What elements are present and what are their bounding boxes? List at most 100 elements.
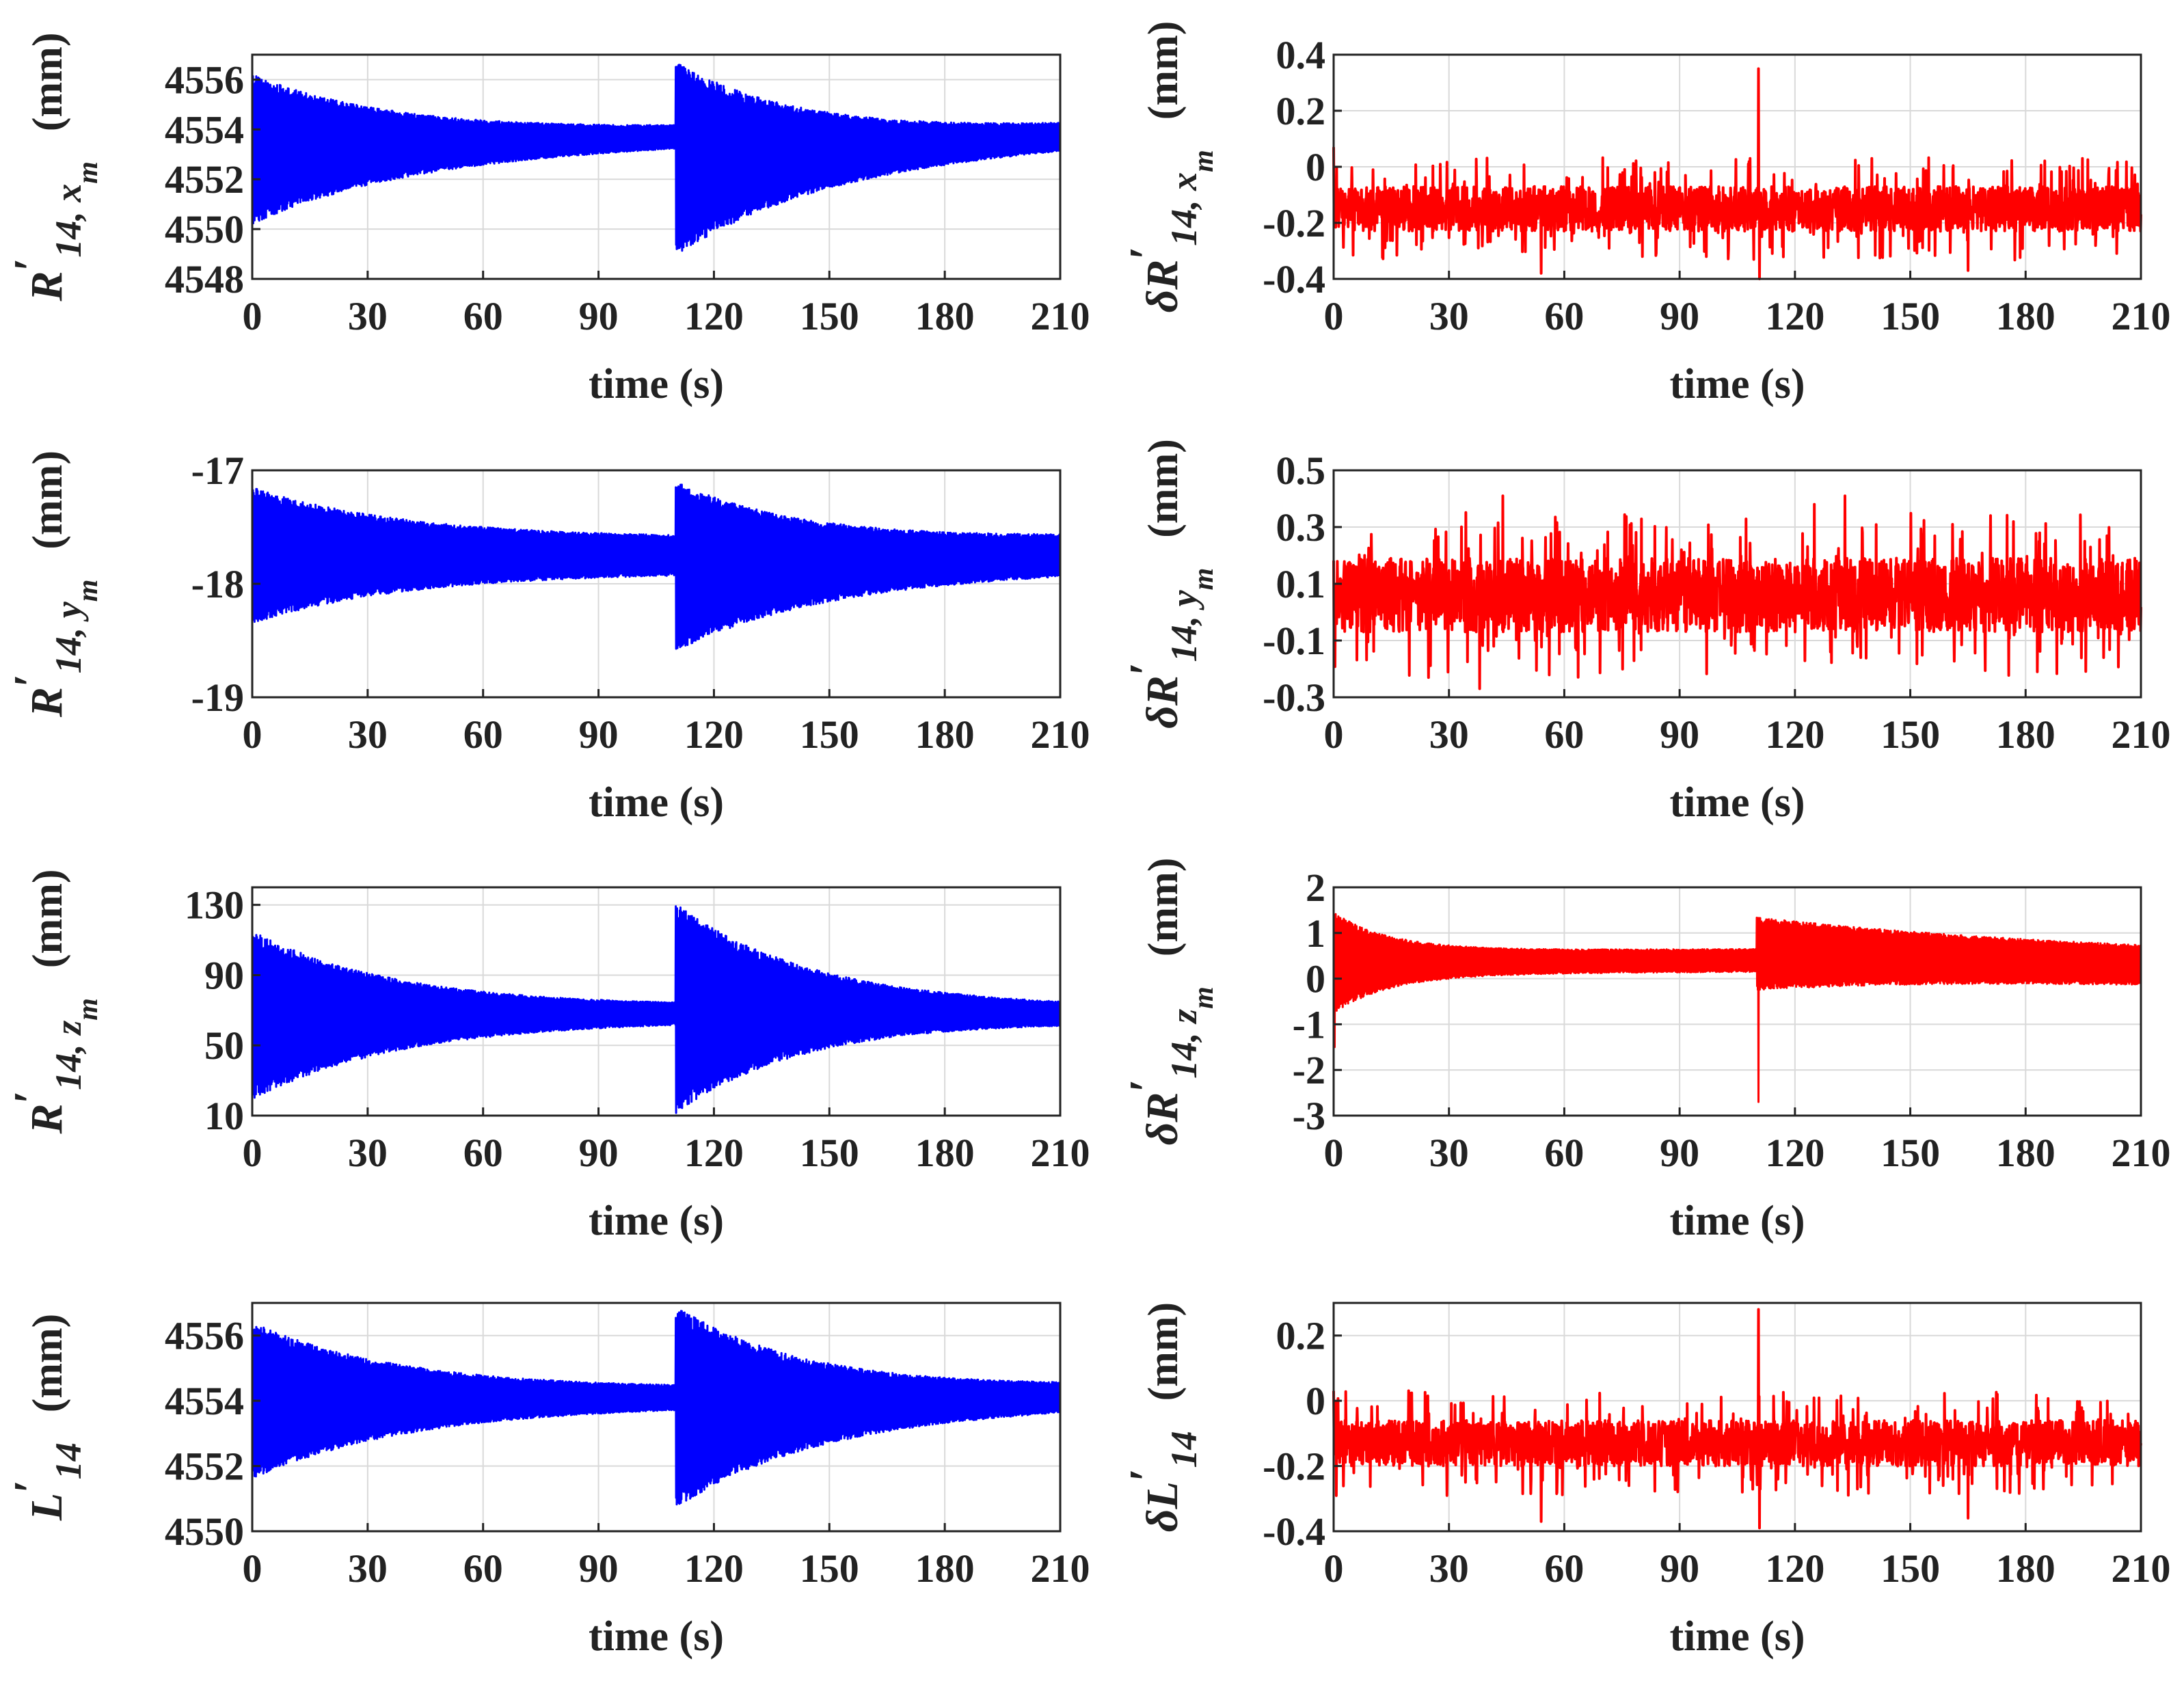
x-tick-label: 30 <box>1429 712 1469 757</box>
y-label-unit: (mm) <box>25 870 71 969</box>
y-label-unit: (mm) <box>25 1314 71 1413</box>
x-tick-label: 180 <box>915 712 975 757</box>
y-axis-label: δR′14, ym (mm) <box>1120 439 1219 729</box>
x-tick-label: 120 <box>1765 1131 1824 1175</box>
y-tick-label: 0.1 <box>1276 562 1326 606</box>
y-tick-label: 4554 <box>165 1379 244 1423</box>
x-tick-label: 150 <box>1880 1546 1940 1591</box>
y-tick-label: -18 <box>191 562 244 606</box>
x-tick-label: 0 <box>1324 712 1344 757</box>
y-label-sub: 14, y <box>1163 589 1204 662</box>
x-tick-label: 30 <box>1429 1131 1469 1175</box>
y-axis-label: L′14 (mm) <box>5 1314 89 1522</box>
y-label-main: δL <box>1137 1481 1187 1532</box>
y-tick-label: 4548 <box>165 257 244 301</box>
x-tick-label: 60 <box>463 1546 503 1591</box>
y-tick-label: -1 <box>1293 1002 1325 1047</box>
y-tick-label: 4556 <box>165 57 244 102</box>
x-tick-label: 90 <box>579 294 619 338</box>
x-axis-label: time (s) <box>589 361 724 407</box>
x-tick-label: 210 <box>1031 1131 1090 1175</box>
series-line <box>251 1310 1062 1506</box>
y-tick-label: -0.3 <box>1263 675 1325 720</box>
y-axis-label: R′14, zm (mm) <box>5 870 104 1135</box>
y-label-prime: ′ <box>5 1479 57 1493</box>
y-tick-label: 130 <box>185 883 244 928</box>
x-tick-label: 60 <box>1544 712 1584 757</box>
y-label-subsub: m <box>72 580 104 602</box>
y-label-unit: (mm) <box>1140 858 1187 957</box>
x-tick-label: 150 <box>800 1131 859 1175</box>
y-label-main: δR <box>1137 675 1187 729</box>
x-axis-label: time (s) <box>589 779 724 826</box>
x-tick-label: 30 <box>348 294 388 338</box>
y-label-unit: (mm) <box>1140 439 1187 538</box>
series-line <box>1332 494 2142 690</box>
x-tick-label: 180 <box>1996 712 2055 757</box>
panel-drx: 0 30 60 90 120 150 180 210 -0.4 -0.2 0 0.2 0.4 time (… <box>1120 21 2171 407</box>
x-tick-label: 150 <box>1880 294 1940 338</box>
x-tick-label: 120 <box>684 294 744 338</box>
series-line <box>1332 67 2142 280</box>
x-tick-label: 120 <box>1765 294 1824 338</box>
y-label-sub: 14, z <box>1163 1009 1204 1079</box>
x-tick-label: 210 <box>1031 1546 1090 1591</box>
y-label-unit: (mm) <box>25 33 71 132</box>
y-label-prime: ′ <box>1120 246 1173 260</box>
y-axis-label: δR′14, xm (mm) <box>1120 21 1219 313</box>
panel-dl: 0 30 60 90 120 150 180 210 -0.4 -0.2 0 0.2 time (s) δ… <box>1120 1302 2171 1660</box>
x-tick-label: 90 <box>579 712 619 757</box>
y-tick-label: 4554 <box>165 107 244 152</box>
x-tick-label: 180 <box>1996 1546 2055 1591</box>
y-tick-label: 0 <box>1306 1379 1325 1423</box>
x-tick-label: 210 <box>2112 712 2171 757</box>
y-label-prime: ′ <box>1120 662 1173 675</box>
x-axis-label: time (s) <box>1670 361 1805 407</box>
y-label-subsub: m <box>1188 150 1219 172</box>
x-tick-label: 60 <box>463 294 503 338</box>
x-tick-label: 90 <box>1660 712 1699 757</box>
x-tick-label: 90 <box>1660 1131 1699 1175</box>
x-tick-label: 120 <box>1765 712 1824 757</box>
y-label-main: δR <box>1137 1092 1187 1146</box>
x-tick-label: 120 <box>1765 1546 1824 1591</box>
y-tick-label: 0 <box>1306 957 1325 1001</box>
x-tick-label: 150 <box>1880 712 1940 757</box>
x-axis-label: time (s) <box>589 1198 724 1244</box>
grid-lines <box>1333 887 2142 1116</box>
series-line <box>251 64 1062 252</box>
y-label-prime: ′ <box>1120 1079 1173 1092</box>
y-tick-label: 4552 <box>165 1444 244 1489</box>
axes-frame <box>1332 886 2142 1117</box>
axes-frame <box>1332 1302 2142 1533</box>
x-axis-label: time (s) <box>1670 779 1805 826</box>
x-tick-label: 180 <box>915 1546 975 1591</box>
y-tick-label: 90 <box>204 953 244 997</box>
y-tick-label: -0.4 <box>1263 1509 1325 1554</box>
y-axis-label: R′14, ym (mm) <box>5 450 104 718</box>
y-tick-label: -0.4 <box>1263 257 1325 301</box>
y-tick-label: 0.4 <box>1276 33 1326 77</box>
y-tick-label: 4550 <box>165 1509 244 1554</box>
y-label-unit: (mm) <box>1140 21 1187 120</box>
x-tick-label: 0 <box>1324 1131 1344 1175</box>
y-label-sub: 14, y <box>48 601 89 673</box>
x-tick-label: 0 <box>243 1131 262 1175</box>
y-tick-label: 4556 <box>165 1314 244 1358</box>
y-label-sub: 14, x <box>1163 172 1204 246</box>
y-label-main: R <box>22 271 72 301</box>
series-line <box>1332 1308 2142 1530</box>
y-label-sub: 14, x <box>48 184 89 258</box>
y-label-main: δR <box>1137 260 1187 313</box>
panel-rx: 0 30 60 90 120 150 180 210 4548 4550 4552 4554 4556 t… <box>5 33 1090 407</box>
y-tick-label: 0.2 <box>1276 89 1326 133</box>
y-label-prime: ′ <box>5 258 57 271</box>
y-label-prime: ′ <box>5 1090 57 1104</box>
axes-frame <box>251 1302 1062 1533</box>
y-axis-label: δL′14 (mm) <box>1120 1302 1204 1532</box>
x-tick-label: 90 <box>579 1546 619 1591</box>
y-tick-label: -2 <box>1293 1048 1325 1092</box>
y-label-subsub: m <box>72 161 104 184</box>
y-tick-label: 1 <box>1306 911 1325 956</box>
